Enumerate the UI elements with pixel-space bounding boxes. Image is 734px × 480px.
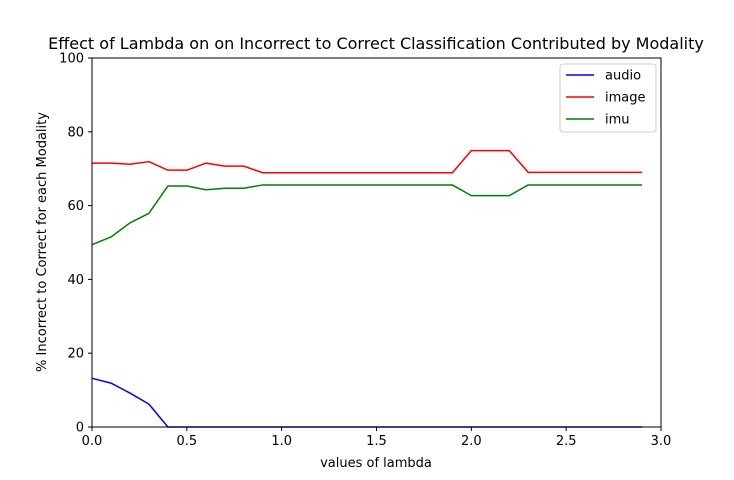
legend-label-imu: imu	[605, 113, 630, 128]
y-axis-ticks: 0 20 40 60 80 100	[59, 52, 92, 436]
y-tick-label: 100	[59, 52, 84, 67]
y-tick-label: 20	[67, 347, 84, 362]
y-tick-label: 80	[67, 125, 84, 140]
legend: audio image imu	[559, 63, 657, 133]
series-line-image	[92, 149, 643, 174]
plot-lines	[91, 149, 643, 428]
x-axis-label: values of lambda	[320, 456, 432, 471]
x-tick-label: 2.5	[556, 434, 577, 449]
x-tick-label: 1.0	[271, 434, 292, 449]
y-tick-label: 0	[76, 421, 84, 436]
legend-label-audio: audio	[605, 69, 641, 84]
y-tick-label: 60	[67, 199, 84, 214]
legend-box	[559, 63, 657, 133]
series-line-imu	[91, 184, 643, 246]
x-tick-label: 2.0	[461, 434, 482, 449]
chart-title: Effect of Lambda on on Incorrect to Corr…	[48, 34, 704, 53]
series-line-audio	[91, 377, 643, 428]
x-axis-ticks: 0.0 0.5 1.0 1.5 2.0 2.5 3.0	[82, 427, 672, 449]
y-tick-label: 40	[67, 273, 84, 288]
x-tick-label: 0.5	[176, 434, 197, 449]
x-tick-label: 1.5	[366, 434, 387, 449]
y-axis-label: % Incorrect to Correct for each Modality	[35, 112, 50, 372]
x-tick-label: 0.0	[82, 434, 103, 449]
legend-label-image: image	[605, 91, 646, 106]
x-tick-label: 3.0	[651, 434, 672, 449]
